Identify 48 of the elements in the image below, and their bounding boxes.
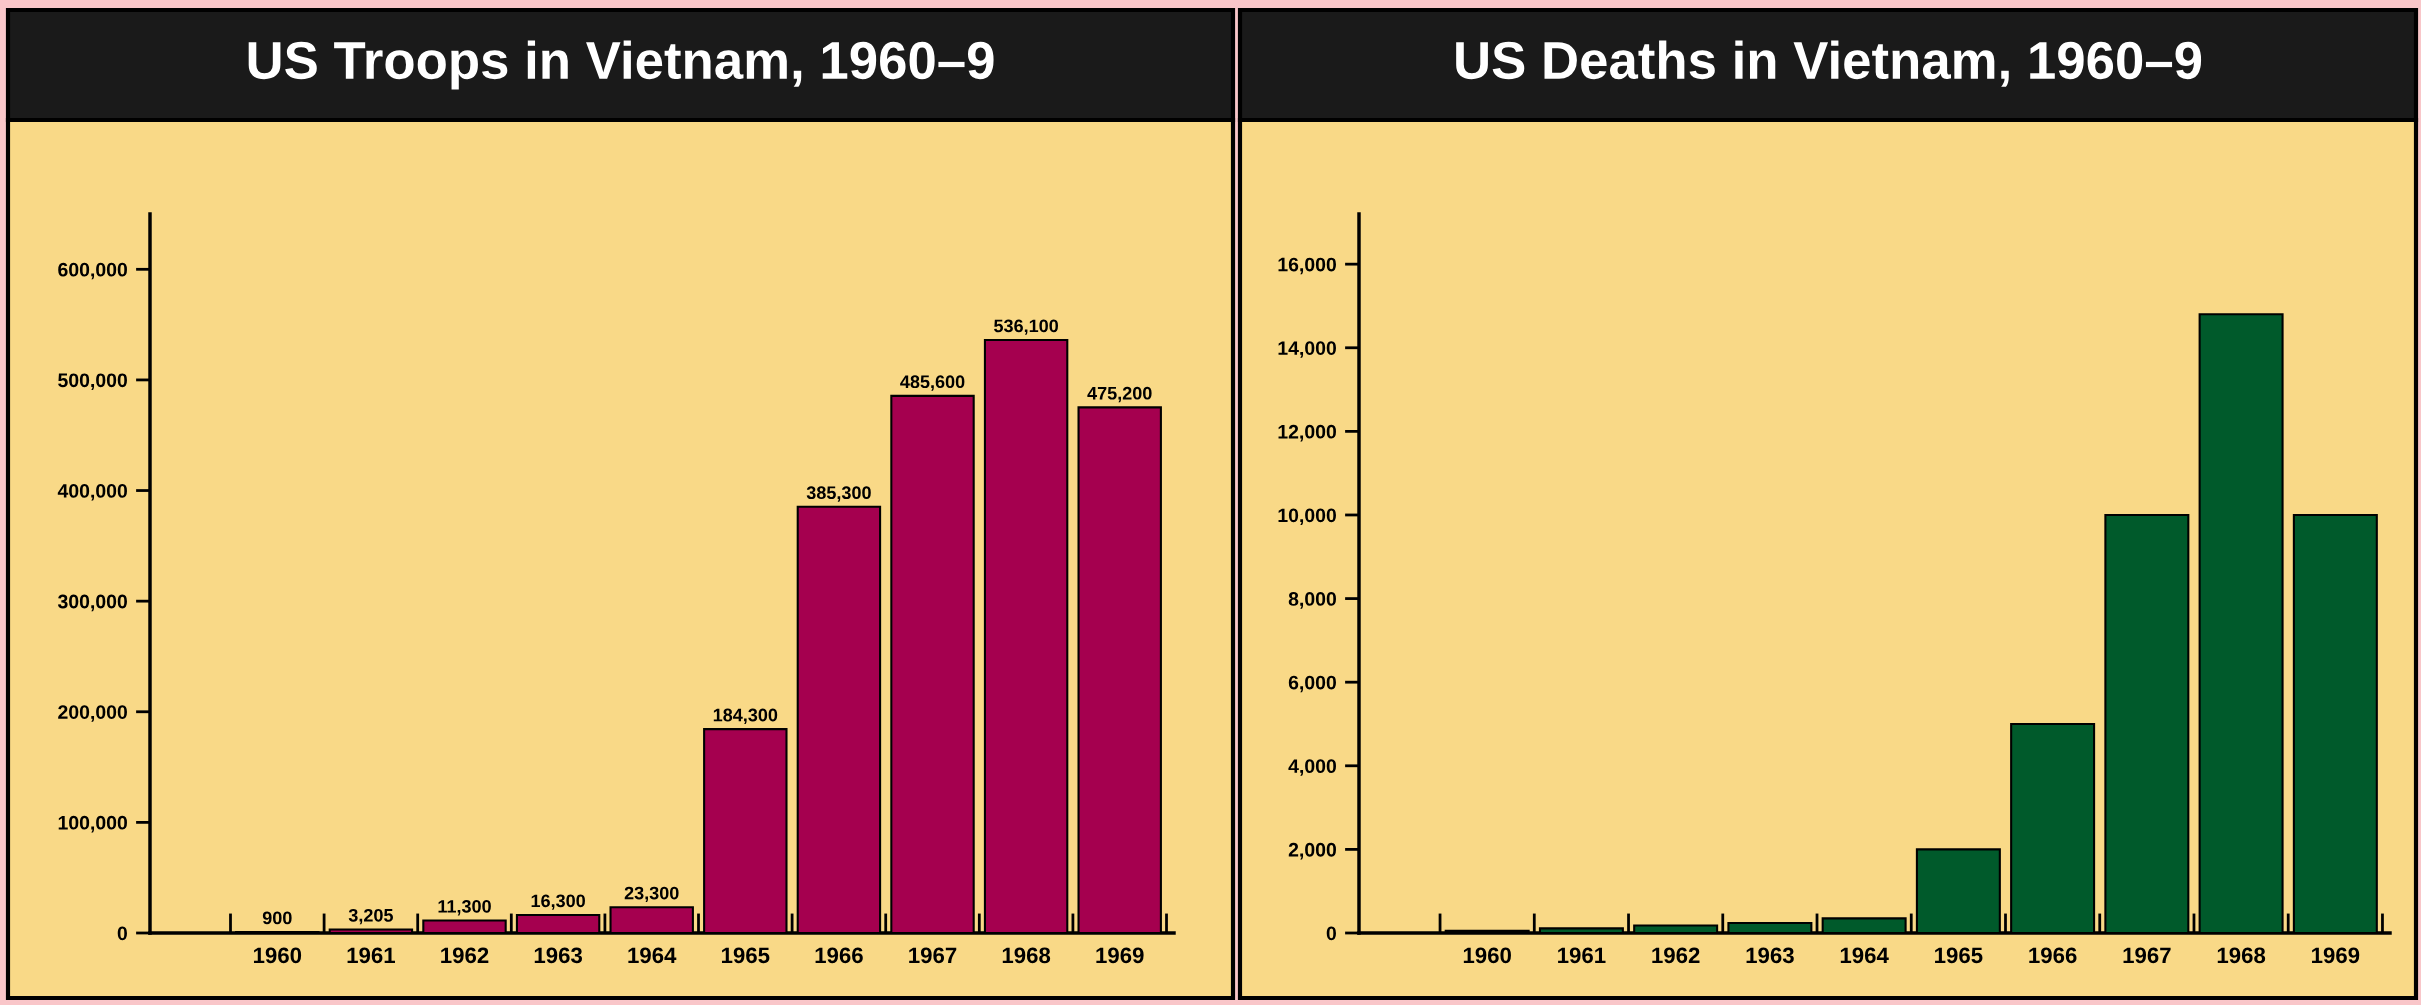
data-label: 3,205 (348, 908, 393, 925)
x-tick-label: 1966 (815, 947, 863, 964)
x-tick-label: 1961 (1558, 947, 1606, 964)
data-label: 16,300 (531, 894, 585, 910)
x-tick-label: 1967 (909, 947, 957, 964)
data-label: 475,200 (1087, 386, 1152, 403)
x-tick-label: 1963 (1746, 947, 1794, 964)
y-tick-label: 16,000 (1278, 257, 1336, 275)
data-label: 11,300 (438, 899, 491, 916)
x-tick-label: 1960 (1463, 947, 1511, 964)
y-tick-label: 0 (117, 926, 127, 941)
data-label: 385,300 (806, 486, 871, 502)
x-tick-label: 1966 (2029, 947, 2077, 964)
x-tick-label: 1969 (2312, 947, 2360, 964)
x-tick-label: 1965 (721, 947, 770, 964)
x-tick-label: 1962 (441, 947, 489, 964)
data-label: 23,300 (624, 886, 679, 903)
y-tick-label: 100,000 (58, 815, 127, 833)
data-label: 900 (262, 911, 292, 925)
x-tick-label: 1963 (534, 947, 583, 964)
data-label: 485,600 (900, 375, 965, 391)
data-label: 536,100 (994, 319, 1059, 335)
x-tick-label: 1960 (253, 947, 302, 964)
y-tick-label: 6,000 (1288, 675, 1336, 693)
y-tick-label: 4,000 (1288, 759, 1336, 776)
y-tick-label: 14,000 (1278, 341, 1336, 358)
y-tick-label: 600,000 (58, 262, 127, 280)
x-tick-label: 1962 (1652, 947, 1700, 964)
y-tick-label: 0 (1326, 926, 1336, 941)
y-tick-label: 300,000 (57, 594, 127, 612)
x-tick-label: 1961 (347, 947, 395, 964)
x-tick-label: 1968 (1002, 947, 1051, 964)
y-tick-label: 12,000 (1278, 424, 1336, 442)
x-tick-label: 1964 (1840, 947, 1889, 964)
x-tick-label: 1968 (2217, 947, 2266, 964)
x-tick-label: 1969 (1096, 947, 1144, 964)
chart-title: US Deaths in Vietnam, 1960–9 (1456, 40, 2202, 87)
y-tick-label: 2,000 (1288, 842, 1336, 860)
data-label: 184,300 (713, 708, 778, 725)
x-tick-label: 1964 (628, 947, 677, 964)
y-tick-label: 200,000 (58, 705, 127, 722)
y-tick-label: 500,000 (58, 373, 127, 390)
chart-title: US Troops in Vietnam, 1960–9 (248, 40, 994, 90)
x-tick-label: 1967 (2123, 947, 2171, 964)
x-tick-label: 1965 (1935, 947, 1983, 964)
y-tick-label: 10,000 (1278, 508, 1336, 526)
y-tick-label: 8,000 (1288, 592, 1336, 609)
y-tick-label: 400,000 (57, 484, 127, 501)
